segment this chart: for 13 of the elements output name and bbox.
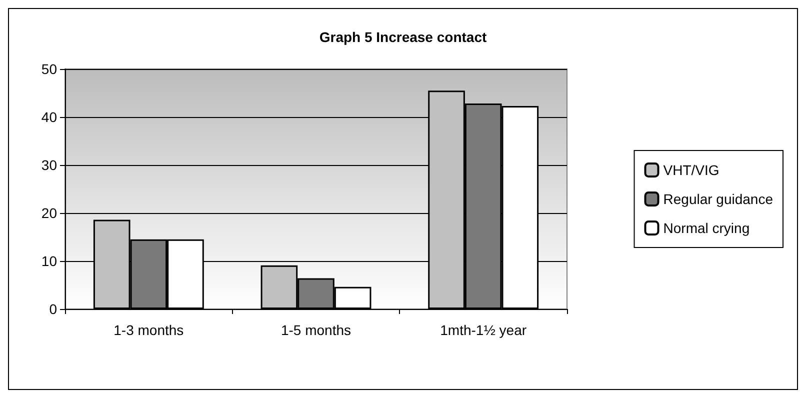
y-tick-label: 50 — [41, 61, 58, 77]
legend-label: Regular guidance — [663, 191, 774, 207]
x-tick-label: 1-5 months — [280, 322, 352, 338]
y-tick-label: 20 — [41, 205, 58, 221]
chart-title: Graph 5 Increase contact — [319, 29, 487, 45]
x-tick-label: 1mth-1½ year — [440, 322, 527, 338]
legend-label: Normal crying — [663, 220, 750, 236]
legend-label: VHT/VIG — [663, 162, 720, 178]
y-tick-label: 40 — [41, 109, 58, 125]
x-tick-label: 1-3 months — [114, 322, 184, 338]
y-tick-label: 0 — [49, 301, 58, 317]
y-tick-label: 30 — [41, 157, 58, 173]
y-tick-label: 10 — [41, 253, 58, 269]
